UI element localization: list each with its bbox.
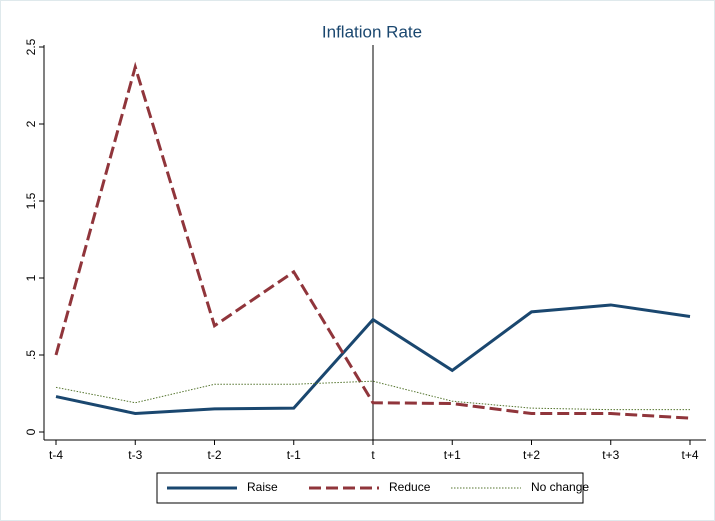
y-tick-label: .5 — [24, 350, 38, 360]
legend-label: No change — [531, 480, 589, 494]
series-line — [54, 61, 691, 420]
legend-label: Raise — [247, 480, 278, 494]
x-tick-label: t-4 — [49, 448, 63, 462]
x-tick-label: t+3 — [602, 448, 619, 462]
y-tick-label: 1.5 — [24, 192, 38, 209]
x-tick-label: t-1 — [287, 448, 301, 462]
x-tick-label: t — [371, 448, 375, 462]
y-tick-label: 2 — [24, 120, 38, 127]
series-line — [55, 303, 691, 416]
x-tick-label: t+4 — [681, 448, 698, 462]
x-tick-label: t+2 — [523, 448, 540, 462]
x-tick-label: t-3 — [128, 448, 142, 462]
y-tick-label: 1 — [24, 274, 38, 281]
series-line — [55, 380, 690, 411]
x-tick-label: t+1 — [444, 448, 461, 462]
y-tick-label: 0 — [24, 428, 38, 435]
y-tick-label: 2.5 — [24, 38, 38, 55]
x-tick-label: t-2 — [207, 448, 221, 462]
chart-title: Inflation Rate — [322, 22, 422, 41]
legend-label: Reduce — [389, 480, 431, 494]
